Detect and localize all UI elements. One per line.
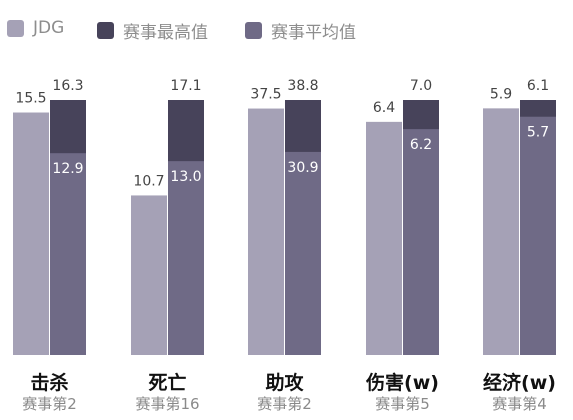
legend-item-max[interactable]: 赛事最高值 [97, 18, 208, 43]
bar-avg [168, 161, 204, 355]
data-label-jdg: 5.9 [490, 86, 512, 102]
data-label-max: 38.8 [287, 78, 318, 94]
bar-avg [285, 151, 321, 355]
legend-swatch-avg [245, 22, 262, 39]
data-label-jdg: 15.5 [15, 91, 46, 107]
category-label: 伤害(w) [365, 371, 439, 394]
legend-swatch-jdg [7, 19, 24, 37]
data-label-avg: 30.9 [287, 160, 318, 176]
category-rank-label: 赛事第2 [257, 395, 312, 413]
legend-label-max: 赛事最高值 [123, 23, 208, 43]
legend-label-avg: 赛事平均值 [271, 23, 356, 43]
bar-avg [403, 129, 439, 355]
category-rank-label: 赛事第4 [492, 395, 547, 413]
data-label-jdg: 37.5 [250, 87, 281, 103]
data-label-avg: 6.2 [410, 137, 432, 153]
legend: JDG 赛事最高值 赛事平均值 [0, 18, 573, 48]
data-label-avg: 5.7 [527, 125, 549, 141]
data-label-max: 16.3 [52, 78, 83, 94]
bar-avg [520, 116, 556, 355]
data-label-max: 17.1 [170, 78, 201, 94]
data-label-avg: 13.0 [170, 169, 201, 185]
category-rank-label: 赛事第16 [135, 395, 199, 413]
category-label: 死亡 [148, 371, 186, 394]
bar-jdg [131, 195, 167, 355]
data-label-jdg: 6.4 [373, 100, 395, 116]
legend-item-jdg[interactable]: JDG [7, 18, 64, 38]
data-label-max: 7.0 [410, 78, 432, 94]
category-rank-label: 赛事第2 [22, 395, 77, 413]
category-label: 助攻 [265, 371, 304, 394]
bar-jdg [13, 112, 49, 355]
bar-avg [50, 153, 86, 355]
data-label-avg: 12.9 [52, 161, 83, 177]
data-label-jdg: 10.7 [133, 173, 164, 189]
data-label-max: 6.1 [527, 78, 549, 94]
legend-swatch-max [97, 22, 114, 39]
category-label: 击杀 [30, 371, 68, 394]
category-label: 经济(w) [483, 371, 556, 394]
legend-label-jdg: JDG [33, 18, 65, 38]
bar-jdg [248, 108, 284, 355]
bar-jdg [366, 121, 402, 355]
bar-jdg [483, 108, 519, 355]
legend-item-avg[interactable]: 赛事平均值 [245, 18, 356, 43]
category-rank-label: 赛事第5 [375, 395, 430, 413]
